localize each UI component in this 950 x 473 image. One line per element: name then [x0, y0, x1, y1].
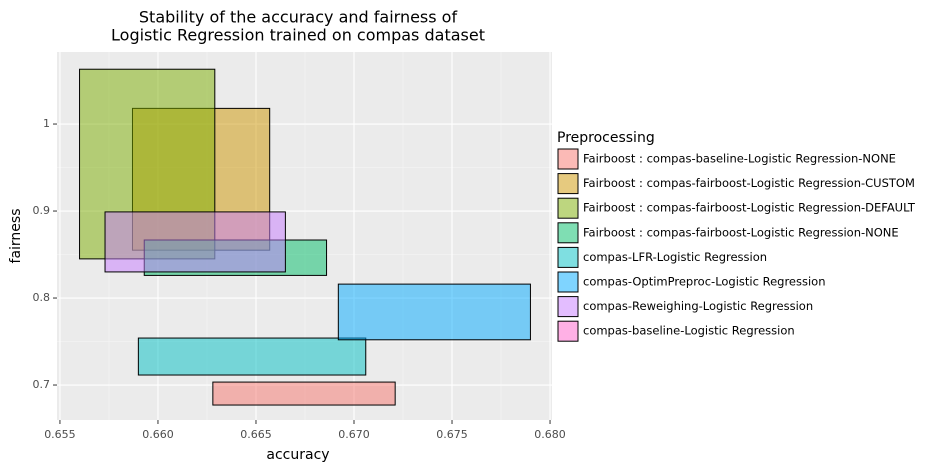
- legend-key: [557, 148, 579, 170]
- legend-key: [557, 197, 579, 219]
- legend-key: [557, 320, 579, 342]
- y-tick-label: 0.9: [33, 204, 51, 217]
- chart-title: Logistic Regression trained on compas da…: [111, 26, 485, 45]
- legend-key: [557, 222, 579, 244]
- legend-key: [557, 246, 579, 268]
- y-tick-label: 0.8: [33, 291, 51, 304]
- x-tick-label: 0.670: [338, 428, 370, 441]
- y-tick-label: 1: [43, 117, 50, 130]
- x-tick-label: 0.680: [534, 428, 566, 441]
- x-tick-label: 0.665: [240, 428, 272, 441]
- x-tick-label: 0.675: [436, 428, 468, 441]
- y-tick-label: 0.7: [33, 378, 51, 391]
- legend-label: compas-Reweighing-Logistic Regression: [583, 299, 813, 313]
- chart-title: Stability of the accuracy and fairness o…: [139, 8, 458, 27]
- legend-key: [557, 173, 579, 195]
- x-tick-label: 0.655: [44, 428, 76, 441]
- range-box: [337, 283, 531, 341]
- legend-title: Preprocessing: [557, 130, 655, 146]
- legend-label: Fairboost : compas-baseline-Logistic Reg…: [583, 152, 896, 166]
- legend-label: compas-LFR-Logistic Regression: [583, 250, 767, 264]
- x-tick-label: 0.660: [142, 428, 174, 441]
- legend-label: Fairboost : compas-fairboost-Logistic Re…: [583, 201, 916, 215]
- legend-label: Fairboost : compas-fairboost-Logistic Re…: [583, 225, 899, 239]
- legend-label: compas-baseline-Logistic Regression: [583, 324, 795, 338]
- legend-key: [557, 296, 579, 318]
- range-box: [137, 337, 367, 376]
- legend-label: compas-OptimPreproc-Logistic Regression: [583, 275, 826, 289]
- range-box: [104, 211, 286, 273]
- y-axis-label: fairness: [8, 209, 24, 264]
- x-axis-label: accuracy: [266, 447, 329, 463]
- legend-key: [557, 271, 579, 293]
- legend-label: Fairboost : compas-fairboost-Logistic Re…: [583, 176, 915, 190]
- range-box: [212, 381, 396, 406]
